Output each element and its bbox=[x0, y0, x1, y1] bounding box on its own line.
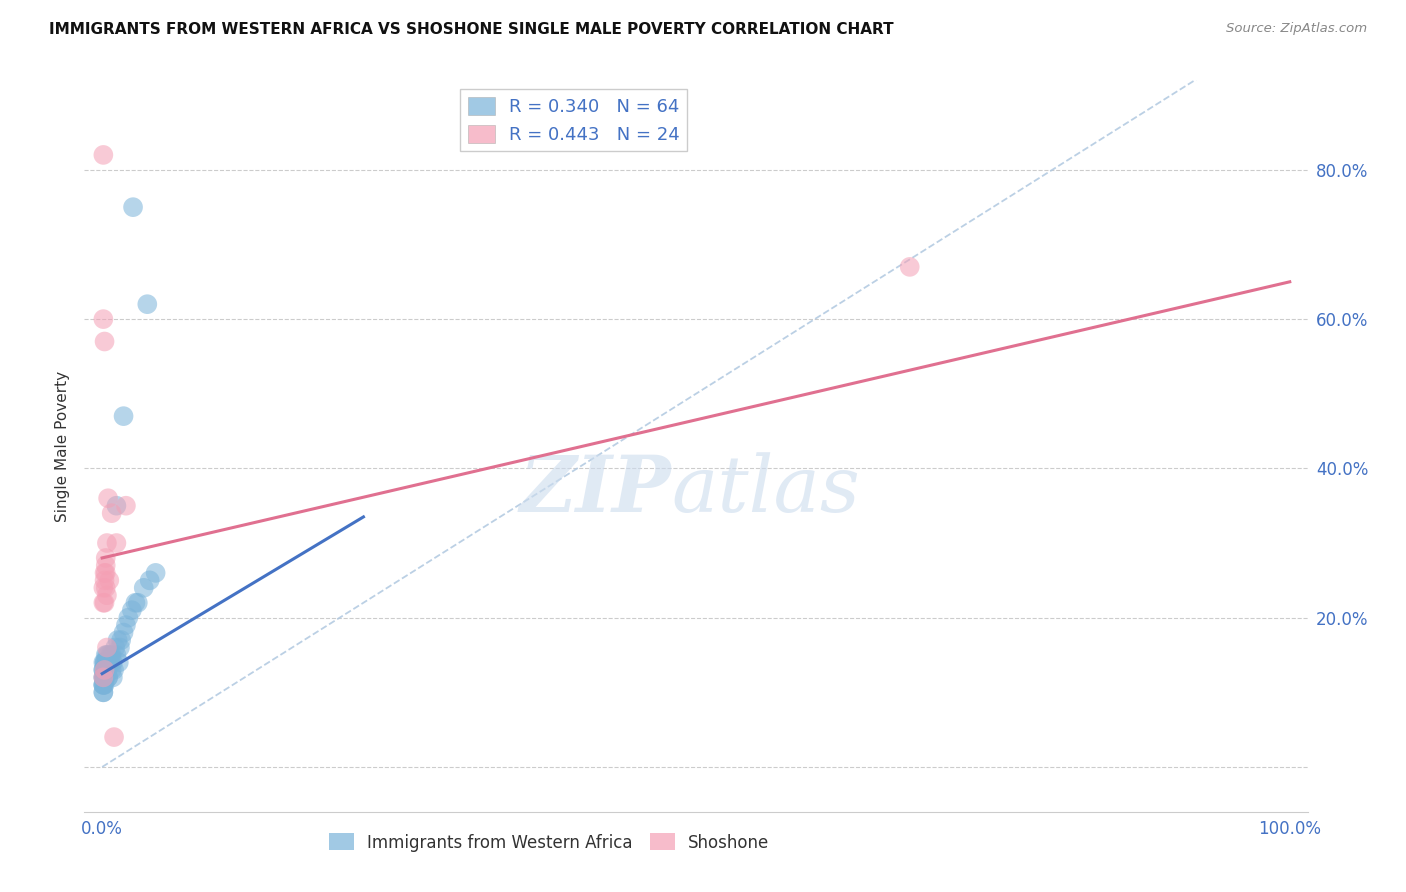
Point bbox=[93, 678, 115, 692]
Point bbox=[93, 670, 115, 684]
Point bbox=[93, 334, 115, 349]
Point bbox=[100, 648, 122, 662]
Point bbox=[145, 566, 167, 580]
Text: Source: ZipAtlas.com: Source: ZipAtlas.com bbox=[1226, 22, 1367, 36]
Point bbox=[96, 648, 118, 662]
Point bbox=[136, 297, 159, 311]
Point bbox=[93, 685, 115, 699]
Point bbox=[97, 648, 120, 662]
Point bbox=[108, 640, 131, 655]
Point bbox=[97, 491, 120, 506]
Point bbox=[93, 663, 115, 677]
Point bbox=[107, 633, 129, 648]
Point bbox=[103, 663, 125, 677]
Point bbox=[96, 640, 118, 655]
Point bbox=[93, 670, 115, 684]
Point bbox=[93, 663, 115, 677]
Point bbox=[96, 656, 118, 670]
Point bbox=[107, 656, 129, 670]
Point bbox=[100, 663, 122, 677]
Point bbox=[94, 663, 117, 677]
Point bbox=[93, 685, 115, 699]
Point bbox=[93, 678, 115, 692]
Point bbox=[93, 670, 115, 684]
Point bbox=[115, 499, 138, 513]
Point bbox=[93, 670, 115, 684]
Point bbox=[94, 670, 117, 684]
Point bbox=[93, 656, 115, 670]
Point bbox=[112, 625, 135, 640]
Point bbox=[124, 596, 146, 610]
Point bbox=[132, 581, 155, 595]
Point bbox=[93, 581, 115, 595]
Point bbox=[104, 640, 127, 655]
Point bbox=[93, 596, 115, 610]
Point bbox=[93, 670, 115, 684]
Point bbox=[94, 648, 117, 662]
Text: atlas: atlas bbox=[672, 451, 860, 528]
Point bbox=[94, 551, 117, 566]
Point bbox=[101, 670, 124, 684]
Point bbox=[94, 663, 117, 677]
Y-axis label: Single Male Poverty: Single Male Poverty bbox=[55, 370, 70, 522]
Point bbox=[898, 260, 921, 274]
Point bbox=[122, 200, 145, 214]
Legend: Immigrants from Western Africa, Shoshone: Immigrants from Western Africa, Shoshone bbox=[322, 827, 776, 858]
Point bbox=[93, 596, 115, 610]
Point bbox=[93, 678, 115, 692]
Point bbox=[98, 574, 121, 588]
Point bbox=[98, 656, 121, 670]
Point bbox=[96, 588, 118, 602]
Point bbox=[94, 566, 117, 580]
Point bbox=[94, 558, 117, 573]
Point bbox=[93, 670, 115, 684]
Point bbox=[96, 663, 118, 677]
Point bbox=[100, 506, 122, 520]
Point bbox=[97, 670, 120, 684]
Point bbox=[93, 678, 115, 692]
Point bbox=[97, 670, 120, 684]
Point bbox=[93, 656, 115, 670]
Point bbox=[94, 581, 117, 595]
Point bbox=[93, 566, 115, 580]
Point bbox=[115, 618, 138, 632]
Point bbox=[112, 409, 135, 424]
Point bbox=[96, 663, 118, 677]
Point bbox=[94, 656, 117, 670]
Point bbox=[94, 663, 117, 677]
Point bbox=[93, 312, 115, 326]
Point bbox=[103, 730, 125, 744]
Point bbox=[101, 656, 124, 670]
Point bbox=[94, 663, 117, 677]
Point bbox=[98, 656, 121, 670]
Point bbox=[93, 670, 115, 684]
Point bbox=[93, 148, 115, 162]
Point bbox=[93, 574, 115, 588]
Point bbox=[93, 670, 115, 684]
Point bbox=[105, 648, 128, 662]
Point bbox=[100, 648, 122, 662]
Point bbox=[96, 656, 118, 670]
Point bbox=[138, 574, 160, 588]
Point bbox=[93, 663, 115, 677]
Point bbox=[117, 610, 139, 624]
Point bbox=[94, 663, 117, 677]
Point bbox=[127, 596, 149, 610]
Point bbox=[105, 536, 128, 550]
Text: IMMIGRANTS FROM WESTERN AFRICA VS SHOSHONE SINGLE MALE POVERTY CORRELATION CHART: IMMIGRANTS FROM WESTERN AFRICA VS SHOSHO… bbox=[49, 22, 894, 37]
Point bbox=[100, 656, 122, 670]
Point bbox=[121, 603, 143, 617]
Point bbox=[110, 633, 132, 648]
Point bbox=[93, 656, 115, 670]
Point bbox=[93, 663, 115, 677]
Point bbox=[105, 499, 128, 513]
Point bbox=[93, 670, 115, 684]
Point bbox=[96, 536, 118, 550]
Text: ZIP: ZIP bbox=[520, 451, 672, 528]
